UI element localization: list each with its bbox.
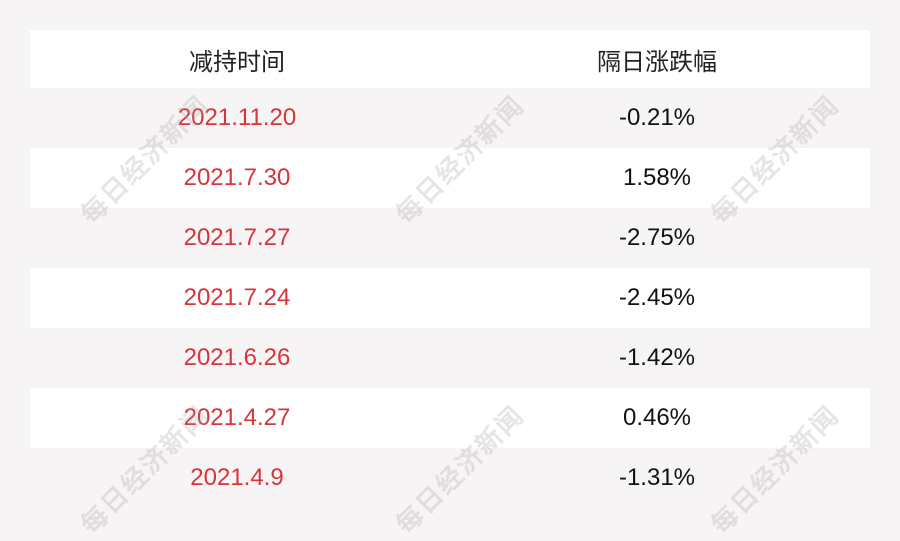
change-cell: -1.42% (618, 344, 696, 371)
date-cell: 2021.4.27 (183, 404, 291, 431)
change-cell: 1.58% (622, 164, 692, 191)
date-cell: 2021.7.30 (183, 164, 291, 191)
date-cell: 2021.4.9 (190, 464, 284, 491)
table-row: 2021.6.26 -1.42% (30, 328, 870, 388)
table-row: 2021.4.27 0.46% (30, 388, 870, 448)
table-header: 减持时间 隔日涨跌幅 (30, 30, 870, 88)
table-row: 2021.7.30 1.58% (30, 148, 870, 208)
change-cell: -1.31% (618, 464, 696, 491)
header-change: 隔日涨跌幅 (597, 48, 717, 76)
change-cell: -2.45% (618, 284, 696, 311)
date-cell: 2021.7.24 (183, 284, 291, 311)
change-cell: -0.21% (618, 104, 696, 131)
table-row: 2021.7.24 -2.45% (30, 268, 870, 328)
date-cell: 2021.11.20 (177, 104, 297, 131)
header-date: 减持时间 (189, 48, 285, 76)
date-cell: 2021.6.26 (183, 344, 291, 371)
table-row: 2021.11.20 -0.21% (30, 88, 870, 148)
date-cell: 2021.7.27 (183, 224, 291, 251)
change-cell: -2.75% (618, 224, 696, 251)
table-row: 2021.4.9 -1.31% (30, 448, 870, 508)
table-row: 2021.7.27 -2.75% (30, 208, 870, 268)
data-table: 减持时间 隔日涨跌幅 2021.11.20 -0.21% 2021.7.30 1.58… (30, 30, 870, 508)
change-cell: 0.46% (622, 404, 692, 431)
